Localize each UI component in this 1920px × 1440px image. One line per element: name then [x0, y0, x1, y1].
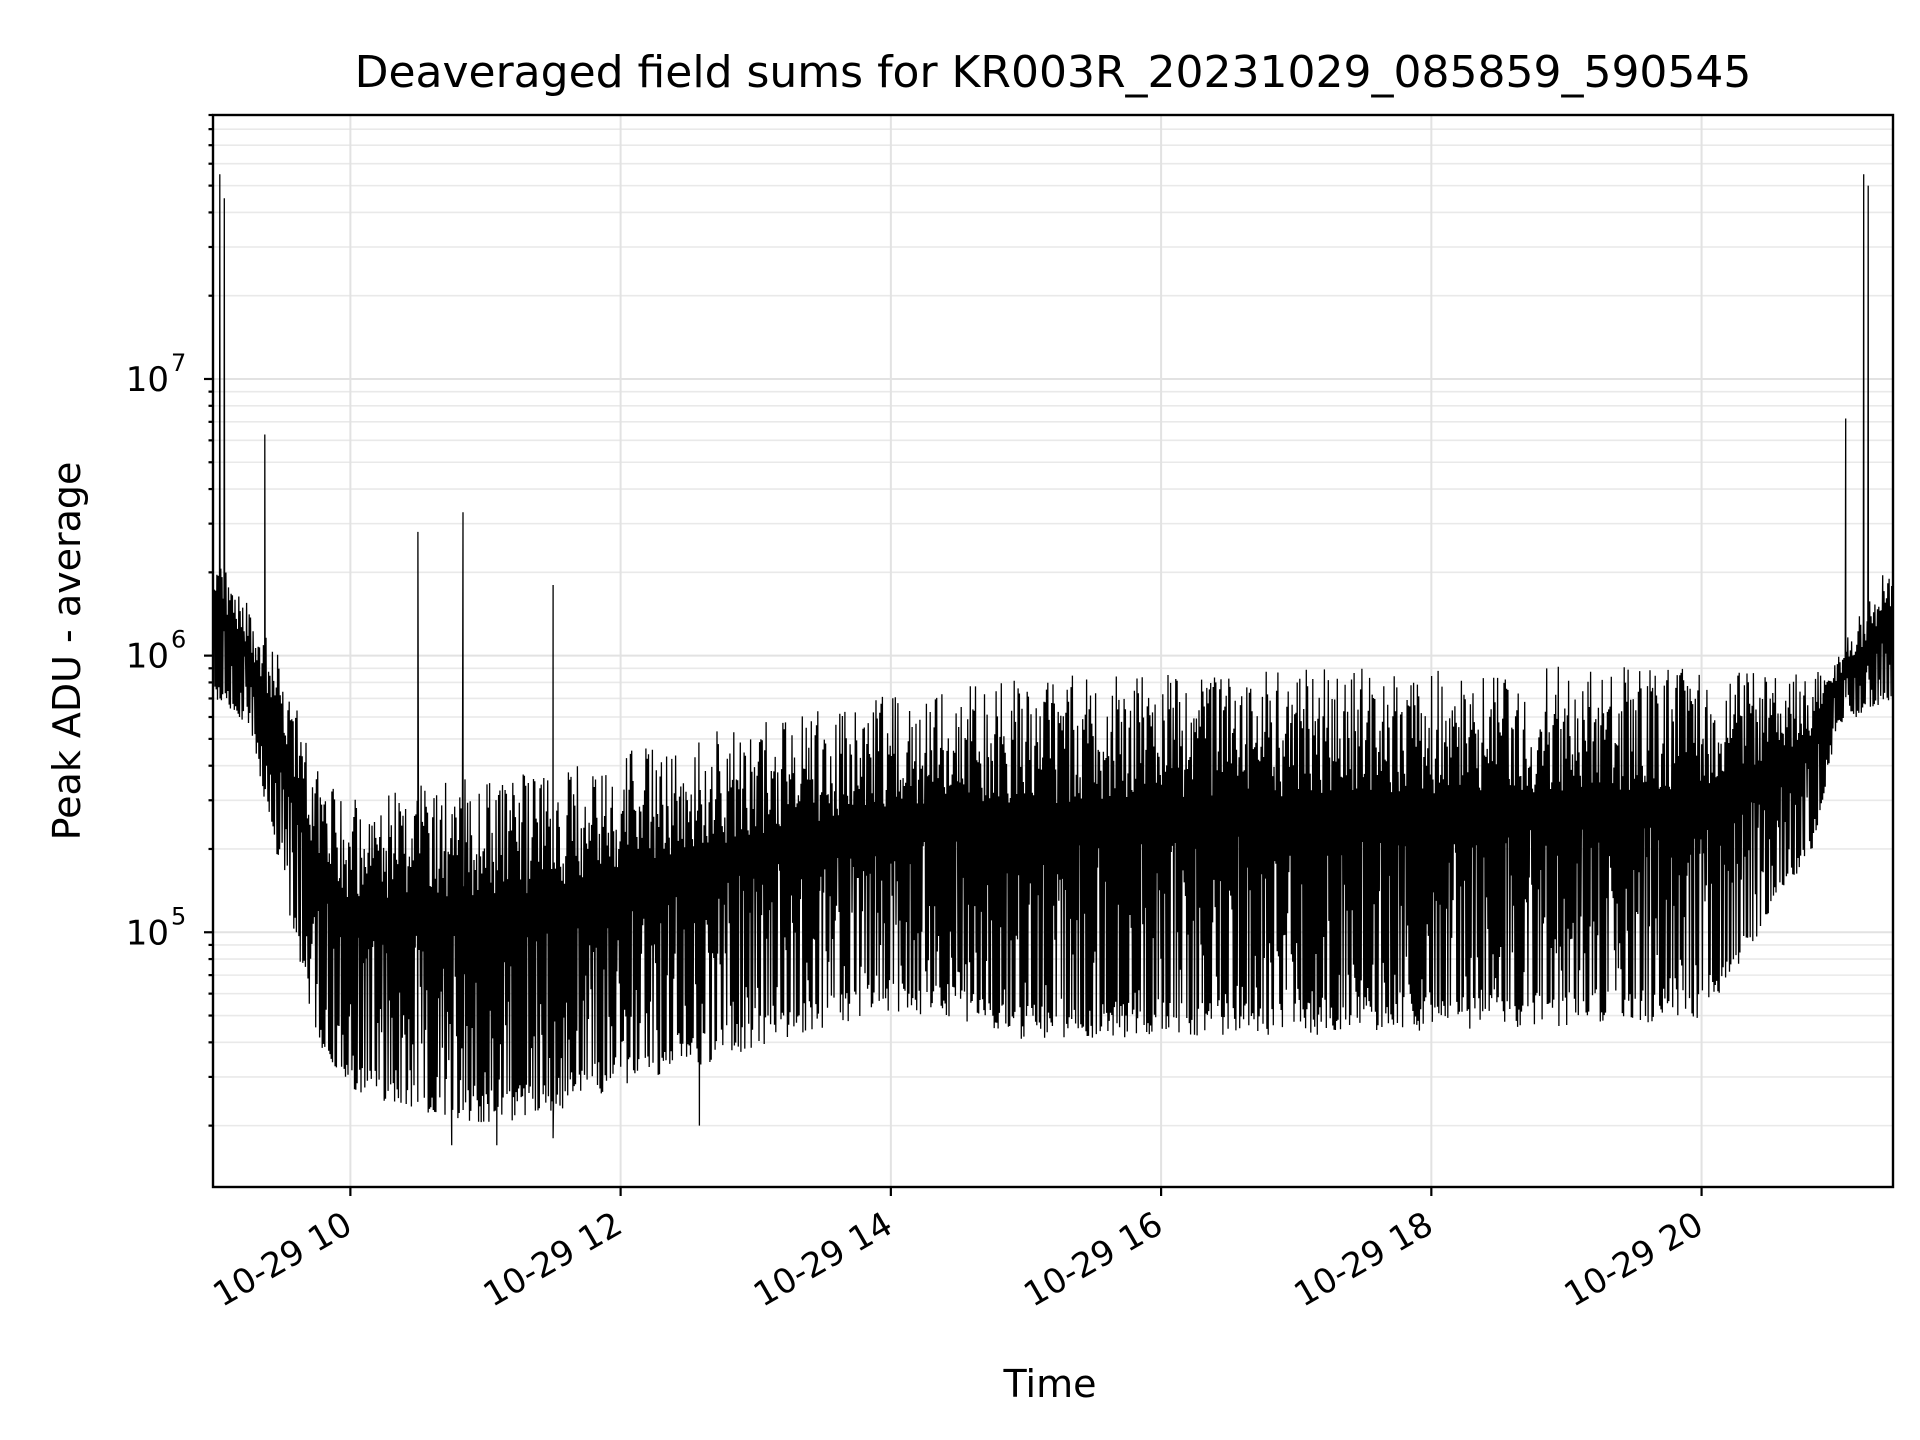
y-axis-label: Peak ADU - average	[45, 462, 89, 841]
x-tick-label: 10-29 18	[1287, 1204, 1439, 1315]
chart-title: Deaveraged field sums for KR003R_2023102…	[355, 47, 1752, 98]
plot-frame	[211, 113, 1895, 1189]
y-tick-label: 10	[126, 360, 169, 400]
series	[212, 174, 1894, 1146]
y-tick-label: 10	[126, 913, 169, 953]
x-tick-label: 10-29 20	[1558, 1204, 1710, 1315]
x-axis-label: Time	[1003, 1362, 1097, 1406]
y-tick-exponent: 6	[171, 626, 186, 654]
series-line	[212, 174, 1894, 1146]
y-tick-exponent: 7	[171, 349, 186, 377]
x-tick-label: 10-29 12	[477, 1204, 629, 1315]
x-axis-ticks: 10-29 10 10-29 12 10-29 14 10-29 16 10-29 18…	[206, 1187, 1710, 1315]
x-tick-label: 10-29 10	[206, 1204, 358, 1315]
x-tick-label: 10-29 16	[1017, 1204, 1169, 1315]
x-tick-label: 10-29 14	[747, 1204, 899, 1315]
y-tick-label: 10	[126, 637, 169, 677]
y-tick-exponent: 5	[171, 902, 186, 930]
